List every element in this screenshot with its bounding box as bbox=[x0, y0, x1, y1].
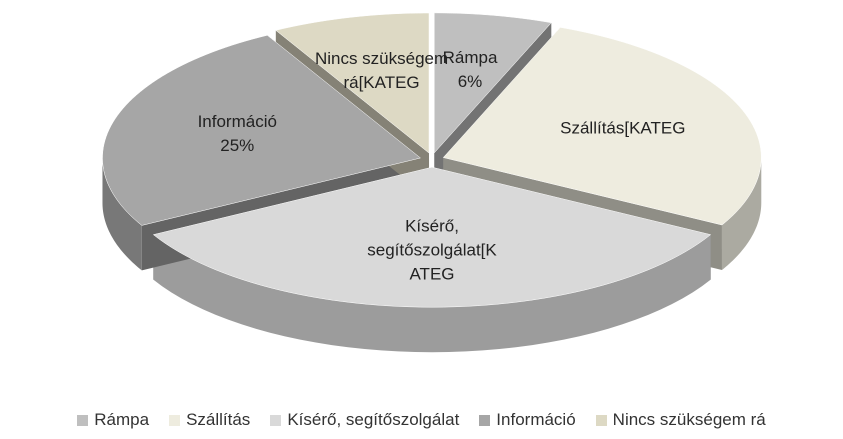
slice-side bbox=[102, 157, 142, 271]
legend-item: Kísérő, segítőszolgálat bbox=[270, 410, 459, 430]
legend-swatch bbox=[169, 414, 181, 426]
legend-label: Rámpa bbox=[94, 410, 150, 429]
data-label: Nincs szükségem bbox=[315, 49, 448, 68]
legend-label: Információ bbox=[496, 410, 576, 429]
legend-swatch bbox=[479, 414, 491, 426]
slice bbox=[433, 12, 552, 154]
legend-swatch bbox=[77, 414, 89, 426]
slice bbox=[102, 35, 422, 226]
legend-label: Kísérő, segítőszolgálat bbox=[287, 410, 460, 429]
legend-item: Információ bbox=[479, 410, 576, 430]
data-label: segítőszolgálat[K bbox=[367, 241, 497, 260]
legend-label: Nincs szükségem rá bbox=[612, 410, 766, 429]
data-label: Kísérő, bbox=[405, 217, 459, 236]
chart: Rámpa 6% Szállítás[KATEG Kísérő, segítőszolg… bbox=[102, 12, 762, 353]
data-label: Rámpa bbox=[443, 48, 498, 67]
slice-side bbox=[721, 157, 762, 271]
legend: Rámpa Szállítás Kísérő, segítőszolgálat Inf… bbox=[0, 410, 843, 430]
legend-item: Nincs szükségem rá bbox=[595, 410, 766, 430]
legend-swatch bbox=[270, 414, 282, 426]
data-label: Információ bbox=[198, 112, 277, 131]
legend-swatch bbox=[595, 414, 607, 426]
slice bbox=[442, 27, 762, 226]
slice-side bbox=[153, 234, 711, 353]
legend-item: Rámpa bbox=[77, 410, 149, 430]
data-label: rá[KATEG bbox=[343, 73, 419, 92]
slice bbox=[152, 166, 712, 308]
data-label: Szállítás[KATEG bbox=[560, 119, 685, 138]
legend-item: Szállítás bbox=[169, 410, 250, 430]
data-label: 25% bbox=[220, 136, 254, 155]
slice bbox=[275, 12, 430, 154]
data-label: ATEG bbox=[409, 265, 454, 284]
data-label: 6% bbox=[458, 72, 483, 91]
legend-label: Szállítás bbox=[186, 410, 251, 429]
